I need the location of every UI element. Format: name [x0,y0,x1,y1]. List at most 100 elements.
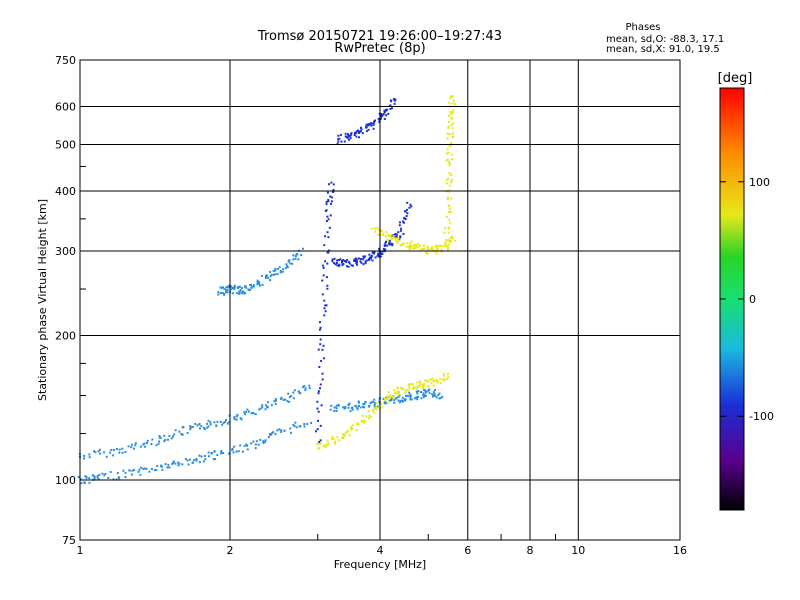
data-point [426,248,429,251]
data-point [221,291,224,294]
data-point [274,398,277,401]
data-point [447,243,450,246]
data-point [356,408,359,411]
data-point [164,463,167,466]
y-tick-label: 500 [55,139,76,152]
data-point [96,476,99,479]
data-point [326,231,329,234]
data-point [368,253,371,256]
data-point [235,291,238,294]
data-point [451,102,454,105]
data-point [383,111,386,114]
data-point [112,478,115,481]
data-point [422,383,425,386]
data-point [377,252,380,255]
data-point [395,397,398,400]
data-point [378,120,381,123]
y-axis-label: Stationary phase Virtual Height [km] [36,199,49,401]
data-point [317,390,320,393]
data-point [358,130,361,133]
data-point [367,417,370,420]
data-point [292,397,295,400]
data-point [415,396,418,399]
data-point [393,102,396,105]
data-point [231,448,234,451]
data-point [426,252,429,255]
data-point [409,393,412,396]
data-point [447,248,450,251]
data-point [241,450,244,453]
data-point [243,411,246,414]
data-point [447,239,450,242]
data-point [381,113,384,116]
data-point [373,404,376,407]
data-point [288,400,291,403]
data-point [346,265,349,268]
data-point [356,263,359,266]
x-tick-label: 10 [571,544,585,557]
data-point [424,379,427,382]
data-point [389,235,392,238]
data-point [348,402,351,405]
data-point [359,130,362,133]
data-point [330,404,333,407]
data-point [319,383,322,386]
data-point [411,383,414,386]
data-point [295,426,298,429]
data-point [274,402,277,405]
data-point [354,260,357,263]
data-point [397,399,400,402]
data-point [112,449,115,452]
data-point [272,270,275,273]
data-point [408,245,411,248]
data-point [448,171,451,174]
data-point [385,231,388,234]
data-point [408,206,411,209]
data-point [293,425,296,428]
data-point [444,227,447,230]
data-point [303,385,306,388]
data-point [288,259,291,262]
data-point [399,236,402,239]
data-point [301,386,304,389]
data-point [195,457,198,460]
data-point [262,441,265,444]
data-point [406,201,409,204]
data-point [331,260,334,263]
data-point [318,443,321,446]
data-point [374,230,377,233]
data-point [426,390,429,393]
data-point [196,424,199,427]
data-point [430,382,433,385]
data-point [264,408,267,411]
data-point [124,476,127,479]
data-point [347,403,350,406]
data-point [319,326,322,329]
data-point [380,403,383,406]
data-point [450,153,453,156]
data-point [269,279,272,282]
data-point [399,235,402,238]
data-point [340,261,343,264]
data-point [445,216,448,219]
data-point [389,234,392,237]
data-point [371,259,374,262]
data-point [318,321,321,324]
data-point [163,440,166,443]
data-point [447,177,450,180]
data-point [318,440,321,443]
data-point [441,395,444,398]
data-point [450,113,453,116]
data-point [355,135,358,138]
data-point [322,444,325,447]
data-point [362,263,365,266]
data-point [189,428,192,431]
data-point [448,208,451,211]
data-point [143,467,146,470]
trace-low-f-lower [77,421,313,485]
data-point [202,460,205,463]
data-point [265,404,268,407]
data-point [256,280,259,283]
data-point [391,243,394,246]
data-point [362,405,365,408]
